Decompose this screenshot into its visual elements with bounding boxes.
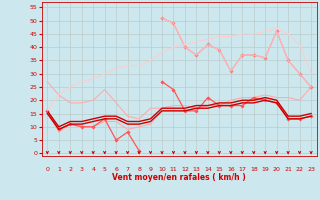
X-axis label: Vent moyen/en rafales ( km/h ): Vent moyen/en rafales ( km/h ) xyxy=(112,174,246,182)
